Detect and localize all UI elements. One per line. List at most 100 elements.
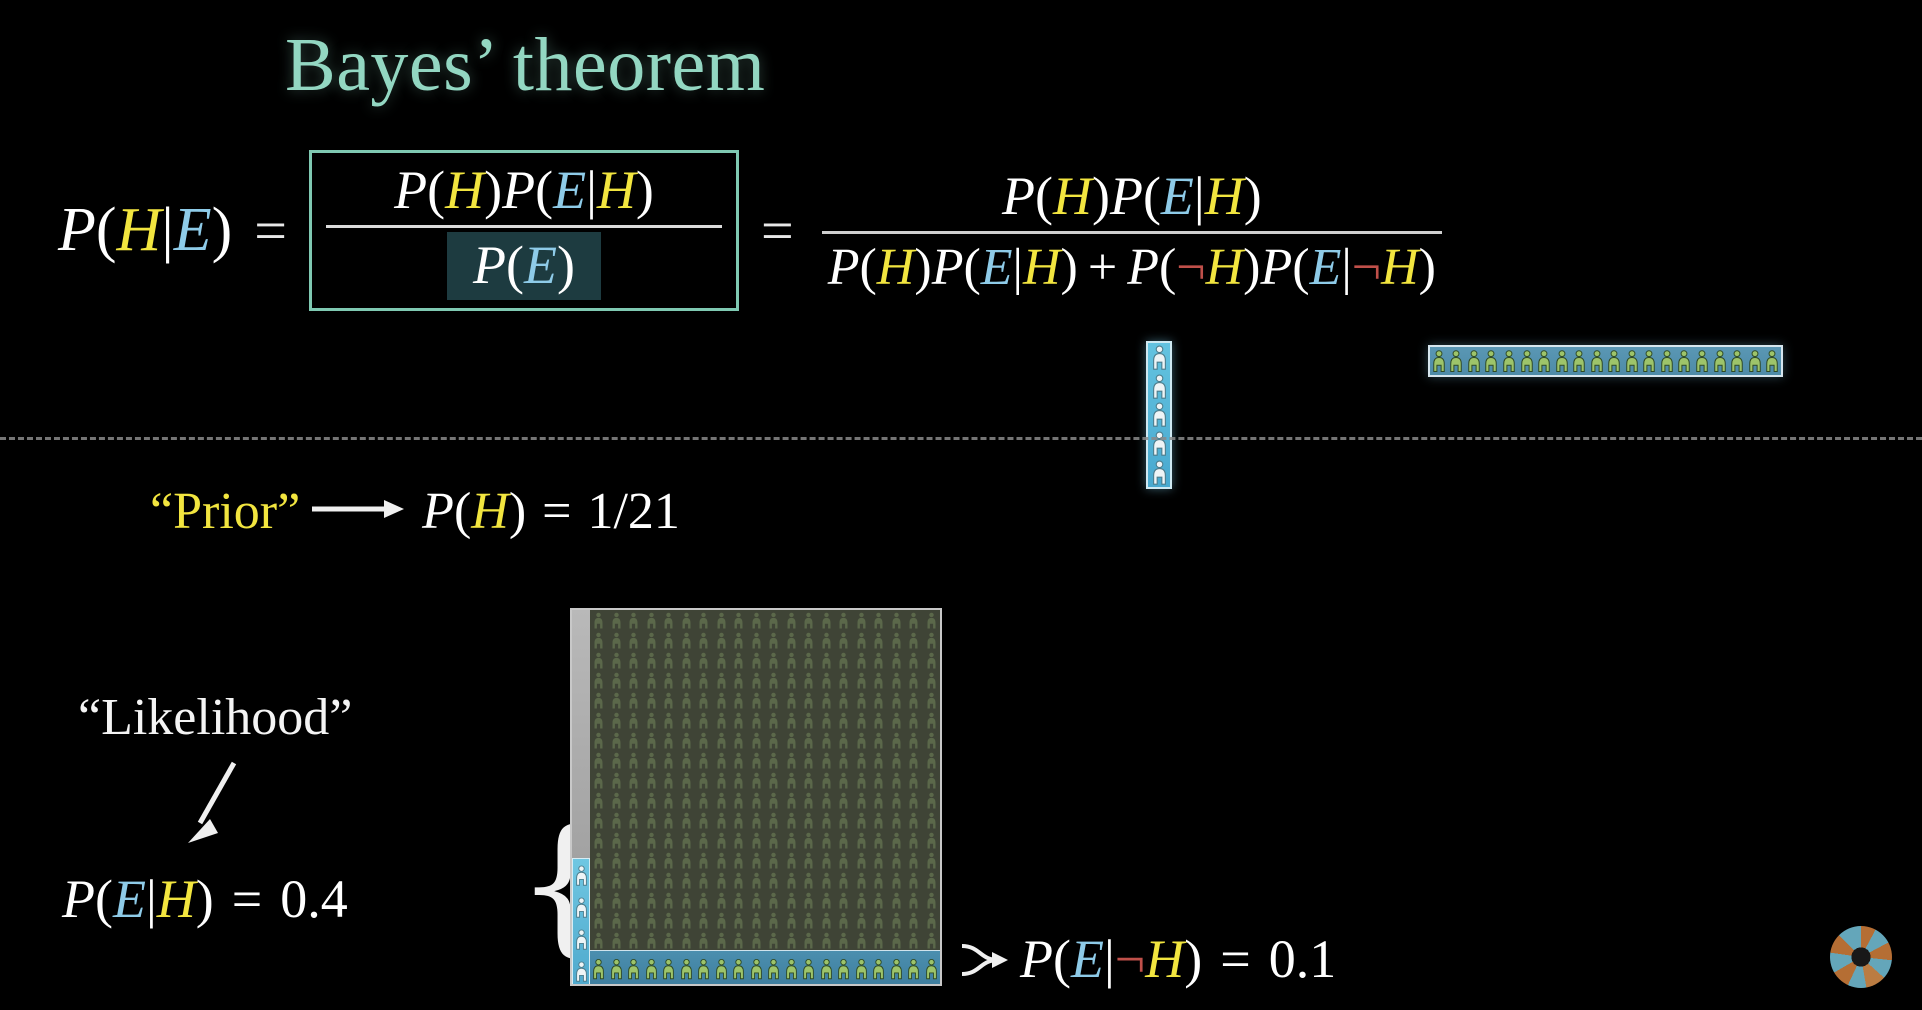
person-icon: [909, 912, 918, 928]
person-icon: [804, 672, 813, 688]
person-icon: [839, 652, 848, 668]
person-icon: [682, 932, 691, 948]
person-icon: [664, 872, 673, 888]
person-icon: [787, 912, 796, 928]
person-icon: [717, 652, 726, 668]
person-icon: [734, 832, 743, 848]
person-icon: [769, 652, 778, 668]
expanded-fraction-bar: [821, 230, 1442, 234]
person-icon: [734, 872, 743, 888]
grid-body: [590, 610, 940, 950]
person-icon: [822, 672, 831, 688]
person-icon: [647, 932, 656, 948]
person-icon: [804, 772, 813, 788]
ed2-p1: P: [1127, 238, 1159, 296]
ed2-h: H: [1205, 238, 1244, 296]
person-icon: [874, 772, 883, 788]
person-icon: [752, 752, 761, 768]
en-e: E: [1160, 165, 1194, 226]
ed2-open2: (: [1292, 238, 1310, 296]
person-icon: [909, 732, 918, 748]
person-icon: [857, 652, 866, 668]
person-icon: [699, 672, 708, 688]
person-icon: [1433, 350, 1445, 372]
person-icon: [857, 672, 866, 688]
ed1-e: E: [980, 238, 1013, 296]
person-icon: [909, 772, 918, 788]
peh-p: P: [62, 869, 95, 929]
person-icon: [822, 632, 831, 648]
person-icon: [699, 852, 708, 868]
person-icon: [839, 932, 848, 948]
person-icon: [628, 958, 640, 979]
person-icon: [769, 832, 778, 848]
ed1-open1: (: [859, 238, 877, 296]
person-icon: [699, 812, 708, 828]
person-icon: [839, 832, 848, 848]
person-icon: [1485, 350, 1498, 372]
person-icon: [1152, 460, 1166, 485]
person-icon: [717, 872, 726, 888]
lhs-pipe: |: [161, 196, 174, 264]
person-icon: [629, 892, 638, 908]
person-icon: [769, 852, 778, 868]
person-icon: [857, 852, 866, 868]
person-icon: [594, 732, 603, 748]
person-icon: [699, 832, 708, 848]
person-icon: [874, 672, 883, 688]
person-icon: [752, 692, 761, 708]
ed1-close2: ): [1060, 238, 1078, 296]
person-icon: [1520, 350, 1533, 372]
peh-close: ): [195, 869, 214, 929]
person-icon: [682, 812, 691, 828]
person-icon: [822, 872, 831, 888]
bn-p2: P: [502, 160, 536, 220]
person-icon: [594, 752, 603, 768]
person-icon: [892, 652, 901, 668]
person-icon: [839, 632, 848, 648]
ed1-p2: P: [931, 238, 964, 296]
person-icon: [699, 632, 708, 648]
person-icon: [769, 772, 778, 788]
person-icon: [909, 712, 918, 728]
person-icon: [1152, 431, 1166, 457]
person-icon: [717, 712, 726, 728]
person-icon: [594, 852, 603, 868]
fp-value: 0.1: [1268, 929, 1337, 989]
person-icon: [734, 632, 743, 648]
person-icon: [804, 832, 813, 848]
prior-expression: P(H) = 1/21: [422, 482, 680, 541]
en-p1: P: [1001, 165, 1035, 226]
person-icon: [629, 732, 638, 748]
person-icon: [838, 958, 850, 979]
person-icon: [874, 692, 883, 708]
person-icon: [752, 832, 761, 848]
person-icon: [1678, 350, 1691, 372]
person-icon: [839, 612, 848, 628]
person-icon: [1468, 350, 1480, 372]
person-icon: [927, 912, 936, 928]
person-icon: [629, 832, 638, 848]
person-icon: [1766, 350, 1778, 372]
person-icon: [647, 612, 656, 628]
person-icon: [682, 732, 691, 748]
fp-open: (: [1053, 929, 1071, 989]
person-icon: [717, 632, 726, 648]
person-icon: [664, 692, 673, 708]
person-icon: [1590, 350, 1603, 372]
person-icon: [699, 772, 708, 788]
person-icon: [874, 912, 883, 928]
person-icon: [594, 832, 603, 848]
person-icon: [909, 672, 918, 688]
person-icon: [804, 712, 813, 728]
expanded-denominator: P(H)P(E|H) + P(¬H)P(E|¬H): [822, 234, 1442, 297]
person-icon: [874, 932, 883, 948]
person-icon: [682, 832, 691, 848]
person-icon: [1573, 350, 1585, 372]
person-icon: [752, 772, 761, 788]
person-icon: [839, 872, 848, 888]
person-icon: [629, 692, 638, 708]
person-icon: [892, 672, 901, 688]
person-icon: [752, 852, 761, 868]
person-icon: [752, 872, 761, 888]
